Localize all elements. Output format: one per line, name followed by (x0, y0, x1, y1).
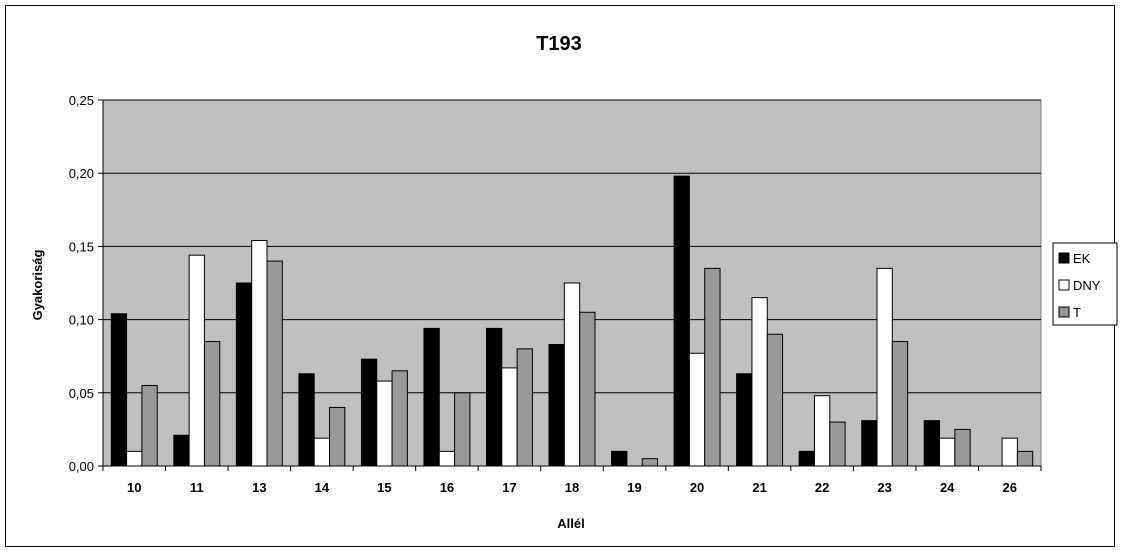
bar-ek-23 (861, 420, 878, 467)
y-tick-label: 0,05 (69, 386, 94, 401)
bar-dny-14 (313, 437, 331, 467)
legend: EK DNY T (1052, 242, 1118, 326)
bar-ek-24 (923, 420, 941, 467)
bar-t-17 (516, 348, 533, 467)
bar-ek-17 (485, 327, 503, 467)
bar-t-16 (454, 392, 471, 467)
x-tick-label: 10 (127, 480, 141, 495)
x-tick-label: 13 (252, 480, 266, 495)
y-tick-label: 0,00 (69, 459, 94, 474)
legend-swatch-ek (1058, 252, 1070, 264)
x-tick-label: 24 (940, 480, 955, 495)
bar-ek-13 (235, 282, 253, 467)
bar-dny-24 (939, 437, 956, 467)
bar-t-26 (1016, 450, 1034, 467)
legend-label-t: T (1073, 305, 1081, 320)
bars (110, 175, 1034, 467)
legend-swatch-dny (1058, 279, 1070, 291)
x-tick-label: 23 (877, 480, 891, 495)
bar-dny-20 (688, 352, 706, 467)
bar-ek-21 (736, 373, 753, 467)
chart-title: T193 (536, 33, 582, 55)
x-tick-label: 18 (565, 480, 579, 495)
y-tick-label: 0,10 (69, 313, 94, 328)
x-tick-label: 17 (502, 480, 516, 495)
bar-dny-22 (813, 395, 831, 467)
bar-t-13 (266, 260, 283, 467)
bar-t-22 (829, 421, 846, 467)
bar-ek-18 (548, 343, 565, 467)
bar-dny-15 (376, 380, 393, 467)
x-tick-label: 21 (752, 480, 766, 495)
bar-dny-21 (751, 297, 768, 467)
y-tick-label: 0,15 (69, 239, 94, 254)
bar-dny-13 (251, 240, 268, 467)
bar-ek-22 (798, 450, 815, 467)
bar-t-19 (641, 458, 659, 467)
bar-ek-11 (173, 434, 190, 467)
bar-t-10 (141, 384, 158, 467)
x-axis: 10 11 13 14 15 16 17 18 19 20 21 22 23 24 26 (102, 465, 1042, 495)
bar-t-18 (579, 311, 596, 467)
x-tick-label: 20 (690, 480, 704, 495)
x-tick-label: 16 (440, 480, 454, 495)
bar-t-11 (203, 341, 221, 467)
y-tick-label: 0,25 (69, 93, 94, 108)
bar-dny-26 (1001, 437, 1018, 467)
bar-dny-16 (438, 450, 456, 467)
x-tick-label: 14 (315, 480, 330, 495)
bar-dny-11 (188, 254, 205, 467)
x-tick-label: 15 (377, 480, 391, 495)
y-axis-title: Gyakoriság (30, 250, 45, 321)
bar-ek-19 (611, 450, 628, 467)
x-tick-label: 19 (627, 480, 641, 495)
bar-dny-17 (501, 367, 518, 467)
x-tick-label: 11 (190, 480, 204, 495)
y-tick-label: 0,20 (69, 166, 94, 181)
bar-ek-10 (110, 313, 128, 467)
x-tick-label: 22 (815, 480, 829, 495)
bar-dny-23 (876, 267, 893, 467)
bar-dny-10 (126, 450, 143, 467)
bar-dny-18 (563, 282, 581, 467)
bar-t-14 (329, 406, 346, 467)
bar-t-21 (766, 333, 784, 467)
bar-t-15 (391, 370, 408, 467)
x-axis-title: Allél (557, 516, 584, 531)
bar-t-20 (704, 267, 721, 467)
y-axis: 0,00 0,05 0,10 0,15 0,20 0,25 (69, 93, 104, 474)
bar-ek-20 (673, 175, 690, 467)
bar-t-24 (954, 428, 971, 467)
x-tick-label: 26 (1002, 480, 1016, 495)
legend-label-dny: DNY (1073, 278, 1101, 293)
bar-ek-14 (298, 373, 315, 467)
legend-swatch-t (1058, 306, 1070, 318)
bar-t-23 (891, 341, 909, 467)
bar-ek-15 (360, 358, 378, 467)
bar-ek-16 (423, 327, 440, 467)
legend-label-ek: EK (1073, 251, 1091, 266)
